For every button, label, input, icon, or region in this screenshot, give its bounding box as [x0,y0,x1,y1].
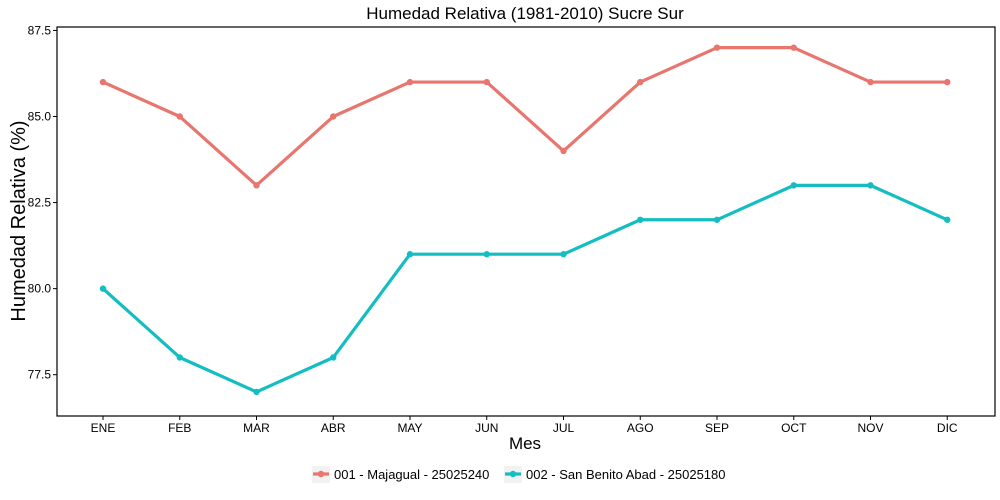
x-tick-label: SEP [705,421,729,435]
data-point [637,78,644,86]
x-tick-label: OCT [781,421,807,435]
data-point [560,251,567,258]
legend: 001 - Majagual - 25025240 002 - San Benit… [312,466,726,483]
data-point [406,78,414,86]
x-tick-label: ENE [91,421,116,435]
series-2 [99,182,951,396]
data-point [560,147,567,155]
data-point [790,182,797,189]
x-tick-label: MAR [243,421,270,435]
x-axis-title: Mes [509,434,541,453]
chart-title: Humedad Relativa (1981-2010) Sucre Sur [366,4,684,23]
y-tick-label: 80.0 [28,282,52,296]
data-point [176,354,183,361]
y-tick-label: 85.0 [28,110,52,124]
series-line [101,183,948,394]
y-axis: 77.5 80.0 82.5 85.0 87.5 [28,23,57,382]
x-tick-label: MAY [397,421,422,435]
data-point [253,388,260,396]
data-point [406,251,414,258]
data-point [483,251,490,258]
data-point [713,44,721,51]
data-point [253,182,260,189]
data-point [713,216,721,223]
data-point [99,285,107,292]
x-tick-label: JUL [553,421,575,435]
x-tick-label: FEB [168,421,191,435]
data-point [944,216,951,223]
legend-label: 002 - San Benito Abad - 25025180 [526,467,726,482]
y-tick-label: 87.5 [28,23,52,37]
legend-key-point [317,470,325,478]
x-tick-label: JUN [475,421,498,435]
x-tick-label: ABR [321,421,346,435]
data-point [330,113,337,120]
data-point [790,44,797,51]
series-layer [99,44,951,396]
x-tick-label: NOV [857,421,883,435]
y-tick-label: 77.5 [28,368,52,382]
data-point [637,216,644,223]
x-tick-label: DIC [937,421,958,435]
data-point [944,78,951,86]
data-point [867,182,874,189]
plot-panel [56,26,996,417]
legend-label: 001 - Majagual - 25025240 [334,467,489,482]
data-point [483,78,490,86]
legend-key-point [509,470,517,478]
series-line [102,46,948,187]
y-tick-label: 82.5 [28,196,52,210]
x-axis: ENE FEB MAR ABR MAY JUN JUL AGO SEP OCT NOV DIC [91,416,958,435]
data-point [176,113,183,120]
data-point [99,78,107,86]
x-tick-label: AGO [627,421,654,435]
data-point [330,354,337,361]
y-axis-title: Humedad Relativa (%) [8,120,30,321]
series-1 [99,44,951,189]
data-point [867,78,874,86]
